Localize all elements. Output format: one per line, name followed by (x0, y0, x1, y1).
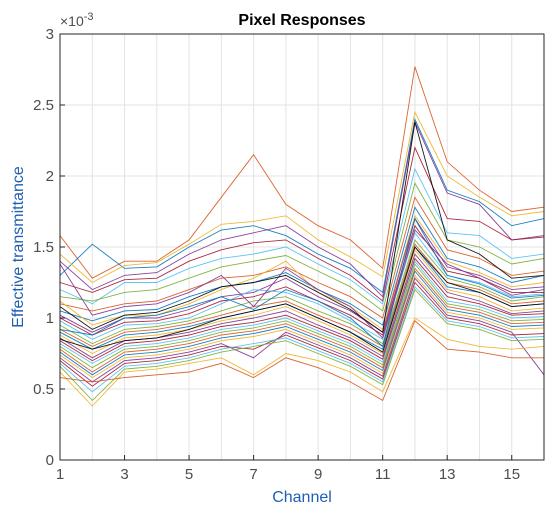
series-line-30 (59, 320, 544, 402)
series-line-6 (59, 167, 545, 305)
x-tick-label: 1 (56, 466, 64, 483)
x-tick-label: 13 (439, 466, 456, 483)
series-line-23 (59, 270, 545, 376)
series-line-4 (59, 120, 545, 298)
series-line-9 (59, 206, 545, 326)
y-tick-label: 0.5 (33, 381, 54, 398)
x-tick-label: 11 (375, 466, 391, 483)
y-tick-label: 1.5 (33, 239, 54, 256)
series-line-32 (59, 229, 545, 339)
series-line-15 (59, 243, 545, 348)
y-tick-label: 0 (46, 452, 54, 469)
y-axis-ticks: 0 0.5 1 1.5 2 2.5 3 (33, 26, 65, 469)
series-line-17 (59, 248, 545, 355)
series-line-26 (59, 281, 545, 387)
x-axis-ticks: 1 3 5 7 9 11 13 15 (56, 455, 520, 483)
series-line-22 (59, 267, 545, 373)
series-line-7 (59, 181, 545, 312)
y-axis-label: Effective transmittance (10, 166, 27, 328)
y-axis-exponent-power: -3 (84, 11, 94, 23)
series-line-13 (59, 231, 545, 340)
y-tick-label: 2.5 (33, 97, 54, 114)
series-line-31 (59, 217, 545, 348)
x-tick-label: 7 (249, 466, 257, 483)
y-axis-exponent: ×10-3 (60, 11, 94, 29)
series-line-1 (59, 66, 545, 279)
series-line-8 (59, 196, 545, 319)
chart-title: Pixel Responses (238, 12, 365, 29)
x-axis-label: Channel (272, 489, 332, 506)
y-axis-exponent-base: ×10 (60, 13, 84, 29)
series-line-21 (59, 263, 545, 369)
x-tick-label: 5 (185, 466, 193, 483)
y-tick-label: 1 (46, 310, 54, 327)
series-line-20 (59, 260, 545, 364)
series-line-25 (59, 277, 545, 383)
series-line-27 (59, 285, 545, 393)
series-line-5 (59, 146, 545, 302)
series-line-10 (59, 214, 545, 331)
series-line-28 (59, 288, 545, 402)
x-tick-label: 15 (503, 466, 520, 483)
x-tick-label: 3 (120, 466, 128, 483)
series-line-33 (59, 121, 545, 333)
series-line-14 (59, 238, 545, 345)
x-tick-label: 9 (314, 466, 322, 483)
series-line-12 (59, 224, 544, 336)
series-line-29 (59, 317, 545, 407)
series-line-34 (59, 246, 545, 353)
series-line-19 (59, 257, 545, 362)
series-line-2 (59, 117, 545, 294)
series-lines (59, 66, 545, 407)
y-tick-label: 3 (46, 26, 54, 43)
series-line-3 (59, 110, 545, 284)
series-line-24 (59, 274, 545, 379)
y-tick-label: 2 (46, 168, 54, 185)
